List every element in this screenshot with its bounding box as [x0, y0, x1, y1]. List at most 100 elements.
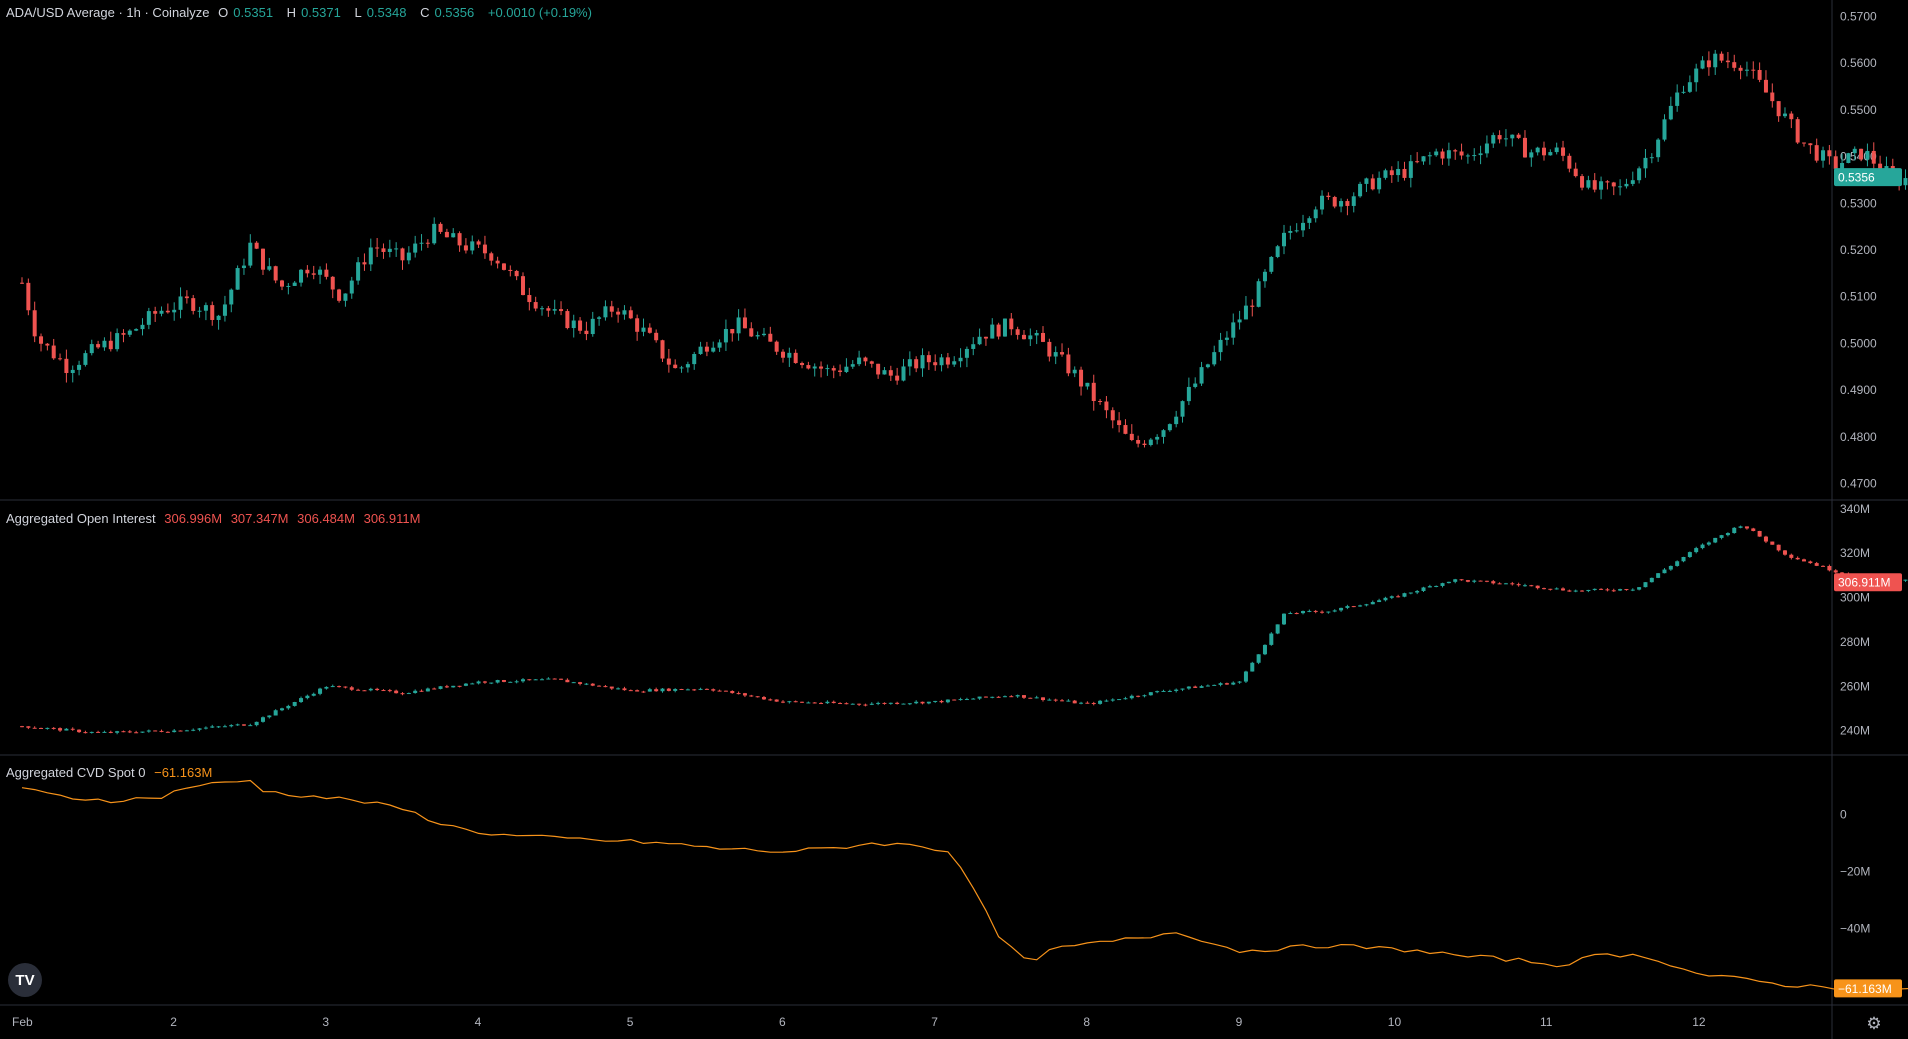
open-value: O 0.5351	[218, 5, 274, 20]
oi-candle	[971, 698, 976, 700]
high-value: H 0.5371	[286, 5, 341, 20]
price-candle	[1675, 92, 1680, 106]
last-price-badge-bg	[1834, 168, 1902, 187]
price-candle	[39, 336, 44, 344]
oi-candle	[191, 729, 196, 731]
oi-candle	[907, 703, 912, 705]
oi-candle	[1605, 589, 1610, 591]
price-candle	[1878, 163, 1883, 171]
price-candle	[559, 309, 564, 312]
price-candle	[1231, 322, 1236, 338]
price-candle	[254, 242, 259, 249]
oi-candle	[1085, 702, 1090, 704]
oi-candle	[1415, 590, 1420, 593]
price-candle	[704, 346, 709, 352]
oi-candle	[1370, 602, 1375, 605]
oi-candle	[1573, 590, 1578, 592]
oi-last-badge: 306.911M	[1834, 573, 1902, 592]
price-candle	[1491, 135, 1496, 144]
oi-candle	[375, 688, 380, 691]
price-candle	[1472, 155, 1477, 157]
oi-candle	[1554, 588, 1559, 590]
oi-candle	[1529, 585, 1534, 587]
oi-title[interactable]: Aggregated Open Interest	[6, 511, 156, 526]
price-candle	[1852, 148, 1857, 154]
oi-candle	[1586, 589, 1591, 592]
price-candle	[781, 351, 785, 358]
price-candle	[1193, 383, 1198, 387]
oi-candle	[39, 727, 44, 729]
price-candle	[1224, 337, 1229, 340]
tradingview-logo[interactable]: TV	[8, 963, 42, 997]
oi-candle	[1269, 633, 1274, 645]
price-candle	[1218, 339, 1223, 353]
price-candle	[305, 269, 310, 274]
price-candle	[882, 370, 887, 375]
price-candle	[1288, 230, 1293, 233]
oi-candle	[1332, 610, 1337, 612]
price-candle	[425, 242, 430, 244]
y-tick-label: 260M	[1840, 679, 1870, 693]
oi-candle	[609, 686, 614, 689]
oi-candle	[229, 725, 234, 727]
oi-candle	[1288, 613, 1293, 615]
price-candle	[146, 311, 151, 325]
oi-candle	[115, 731, 120, 733]
oi-candle	[869, 703, 874, 705]
oi-candle	[1649, 577, 1654, 583]
price-candle	[400, 248, 405, 261]
oi-candle	[673, 688, 678, 691]
oi-candle	[559, 678, 564, 680]
oi-candle	[825, 701, 830, 704]
y-tick-label: 320M	[1840, 546, 1870, 560]
cvd-last-badge-text: −61.163M	[1838, 982, 1892, 996]
price-candle	[825, 368, 830, 370]
oi-candle	[1389, 596, 1394, 598]
price-candle	[1725, 60, 1730, 63]
x-tick-label: 4	[475, 1015, 482, 1029]
price-candle	[216, 315, 221, 320]
price-candle	[1624, 183, 1629, 187]
price-candle	[299, 269, 304, 283]
symbol-title[interactable]: ADA/USD Average · 1h · Coinalyze	[6, 5, 210, 20]
oi-candle	[793, 701, 798, 703]
price-candle	[540, 308, 545, 310]
price-candle	[647, 327, 652, 333]
price-candle	[1763, 79, 1768, 93]
oi-candle	[1681, 557, 1686, 562]
price-candle	[489, 253, 494, 261]
oi-candle	[1009, 696, 1014, 698]
price-candle	[945, 357, 950, 365]
gear-icon[interactable]: ⚙	[1866, 1014, 1882, 1033]
price-candle	[178, 296, 183, 310]
oi-candle	[235, 724, 240, 726]
oi-candle	[1402, 593, 1407, 597]
oi-candle	[571, 682, 576, 684]
price-candle	[222, 304, 227, 316]
price-candle	[1757, 69, 1762, 80]
price-candle	[730, 328, 735, 334]
price-candle	[1795, 119, 1800, 143]
price-candle	[108, 340, 113, 350]
oi-candle	[1358, 605, 1363, 607]
price-candle	[749, 328, 754, 337]
oi-candle	[1091, 703, 1096, 705]
price-candle	[1865, 150, 1870, 160]
price-candle	[1250, 305, 1255, 307]
y-tick-label: −20M	[1840, 864, 1870, 878]
oi-candle	[406, 693, 411, 695]
price-candle	[1846, 153, 1851, 163]
price-candle	[1389, 170, 1394, 176]
oi-candle	[58, 728, 63, 731]
oi-candle	[197, 728, 202, 730]
oi-candle	[578, 682, 583, 684]
price-candle	[850, 364, 855, 367]
price-legend: ADA/USD Average · 1h · Coinalyze O 0.5351…	[6, 5, 597, 20]
price-candle	[711, 347, 716, 352]
oi-candle	[1079, 702, 1084, 704]
cvd-title[interactable]: Aggregated CVD Spot 0	[6, 765, 146, 780]
oi-candle	[1624, 589, 1629, 591]
oi-candle	[146, 730, 151, 732]
price-candle	[444, 231, 449, 238]
